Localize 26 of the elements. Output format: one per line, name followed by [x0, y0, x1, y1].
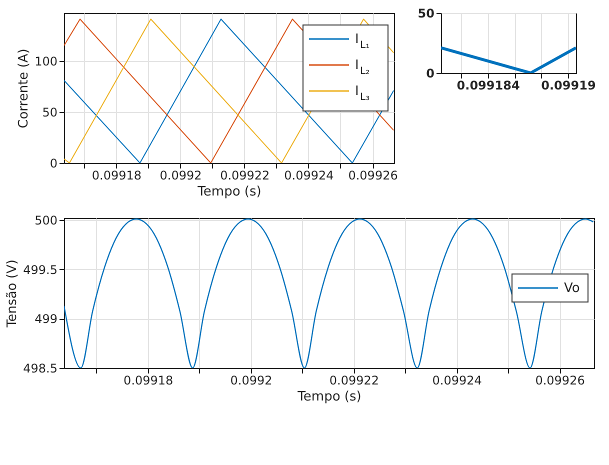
- y-axis-title: Tensão (V): [5, 260, 20, 328]
- y-tick-label: 500: [34, 213, 58, 228]
- y-tick-label: 50: [42, 105, 58, 120]
- x-tick-label: 0.09919: [541, 78, 596, 92]
- y-tick-label: 50: [418, 6, 434, 20]
- y-tick-label: 0: [426, 66, 434, 80]
- x-tick-label: 0.09922: [329, 374, 380, 388]
- y-tick-label: 100: [34, 54, 58, 68]
- x-axis-title: Tempo (s): [196, 184, 262, 200]
- x-tick-label: 0.09924: [284, 168, 334, 182]
- x-tick-label: 0.0992: [230, 374, 272, 388]
- x-tick-label: 0.099184: [456, 78, 520, 92]
- y-tick-label: 499: [34, 312, 58, 326]
- x-tick-label: 0.09926: [348, 168, 398, 182]
- y-tick-label: 0: [50, 156, 58, 170]
- x-tick-label: 0.09924: [432, 374, 482, 388]
- x-axis-title: Tempo (s): [296, 390, 362, 404]
- y-tick-label: 499.5: [23, 262, 58, 277]
- legend-label: Vo: [564, 281, 580, 296]
- x-tick-label: 0.09922: [220, 168, 270, 182]
- y-tick-label: 498.5: [23, 362, 58, 376]
- x-tick-label: 0.09926: [535, 374, 585, 388]
- y-axis-title: Corrente (A): [16, 48, 32, 128]
- x-tick-label: 0.0992: [160, 168, 202, 182]
- x-tick-label: 0.09918: [92, 168, 142, 182]
- x-tick-label: 0.09918: [124, 374, 174, 388]
